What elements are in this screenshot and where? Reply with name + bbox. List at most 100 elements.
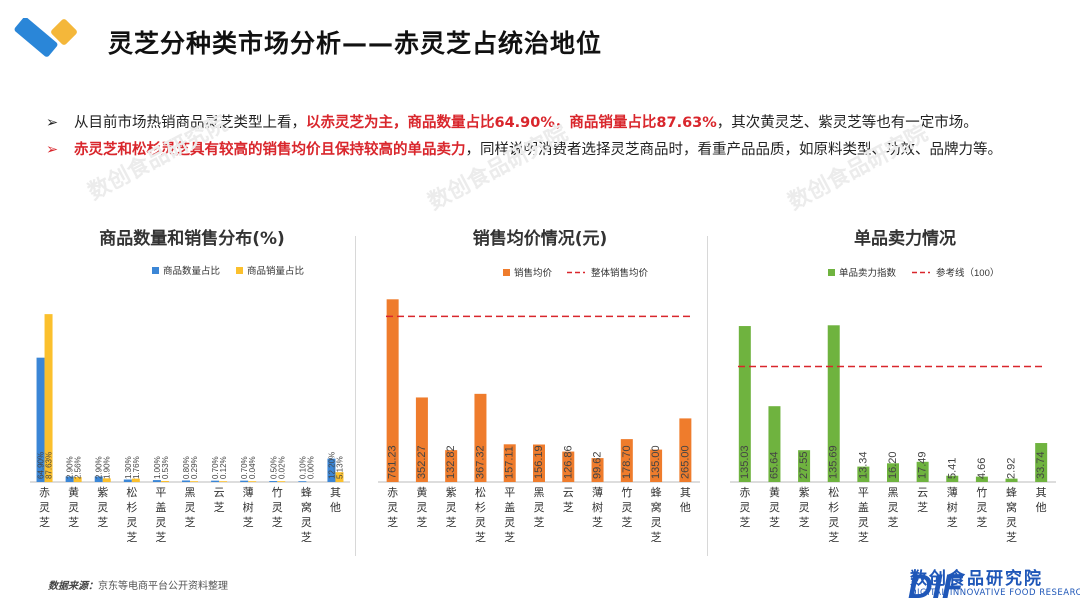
bar	[269, 481, 278, 482]
data-label: 33.74	[1035, 451, 1047, 479]
category-label: 松杉灵芝	[126, 485, 137, 544]
bar	[650, 449, 663, 482]
data-label: 27.55	[798, 451, 810, 479]
bar	[768, 406, 781, 482]
data-label: 4.66	[976, 458, 988, 479]
bar	[887, 463, 899, 482]
brand-mark: DIF	[908, 568, 964, 606]
legend-label: 销售均价	[514, 267, 553, 279]
chart-title: 单品卖力情况	[854, 229, 956, 249]
bar	[73, 477, 82, 482]
category-label: 薄树芝	[243, 485, 254, 529]
data-label: 0.70%	[211, 456, 220, 479]
bar	[219, 481, 228, 482]
category-label: 松杉灵芝	[475, 485, 486, 544]
category-label: 其他	[330, 486, 341, 514]
arrow-bullet-icon: ➢	[46, 115, 59, 131]
bar	[474, 393, 487, 482]
data-label: 5.41	[946, 458, 958, 479]
source-note: 数据来源：京东等电商平台公开资料整理	[48, 577, 228, 592]
bar	[94, 476, 103, 482]
data-label: 2.92	[1006, 458, 1018, 479]
bar	[679, 418, 692, 482]
bar	[533, 444, 545, 482]
legend-label: 整体销售均价	[591, 267, 649, 279]
bar	[160, 480, 169, 482]
category-label: 蜂窝灵芝	[301, 485, 312, 544]
data-label: 0.00%	[306, 456, 315, 479]
bullet-text: ，同样说明消费者选择灵芝商品时，看重产品品质，如原料类型、功效、品牌力等。	[465, 142, 1003, 158]
data-label: 178.70	[621, 445, 633, 479]
data-label: 65.64	[768, 451, 780, 479]
legend-swatch	[828, 269, 835, 276]
bar	[591, 458, 604, 482]
data-label: 126.86	[562, 445, 574, 479]
category-label: 竹灵芝	[272, 485, 283, 529]
data-label: 352.27	[416, 445, 428, 479]
bar	[916, 461, 929, 482]
bar	[798, 450, 811, 482]
bar	[1035, 443, 1048, 482]
data-label: 0.04%	[248, 456, 257, 479]
legend-label: 单品卖力指数	[839, 267, 897, 279]
data-label: 135.69	[828, 445, 840, 479]
category-label: 蜂窝灵芝	[651, 485, 662, 544]
bullet-highlight: 赤灵芝和松杉灵芝具有较高的销售均价且保持较高的单品卖力	[74, 142, 466, 158]
data-label: 0.10%	[298, 456, 307, 479]
category-label: 松杉灵芝	[828, 485, 839, 544]
data-label: 0.12%	[219, 456, 228, 479]
bullet-item: ➢ 从目前市场热销商品灵芝类型上看，以赤灵芝为主，商品数量占比64.90%，商品…	[46, 110, 1056, 137]
data-label: 1.76%	[132, 456, 141, 479]
category-label: 蜂窝灵芝	[1006, 485, 1017, 544]
bar	[123, 479, 132, 482]
brand-logo-icon: DIF	[908, 568, 964, 606]
bullet-highlight: 以赤灵芝为主，商品数量占比64.90%，商品销量占比87.63%	[306, 115, 717, 131]
bar	[738, 326, 751, 482]
panel-divider	[355, 236, 356, 556]
data-label: 1.00%	[153, 456, 162, 479]
bar	[102, 478, 111, 482]
category-label: 黑灵芝	[185, 486, 196, 529]
bar	[335, 472, 344, 482]
category-label: 黄灵芝	[416, 485, 427, 529]
category-label: 平盖灵芝	[858, 487, 869, 544]
data-label: 0.29%	[190, 456, 199, 479]
bar	[211, 480, 220, 482]
bar	[415, 397, 428, 482]
data-label: 16.20	[887, 451, 899, 479]
data-label: 17.49	[917, 451, 929, 479]
data-label: 0.53%	[161, 456, 170, 479]
data-label: 2.90%	[66, 456, 75, 479]
category-label: 黄灵芝	[68, 485, 79, 529]
category-label: 云芝	[214, 487, 225, 514]
category-label: 赤灵芝	[39, 486, 50, 529]
source-label: 数据来源：	[48, 581, 98, 592]
bar	[857, 466, 870, 482]
brand-name: 数创食品研究院	[910, 569, 1043, 589]
legend-label: 商品销量占比	[247, 265, 304, 277]
bar	[131, 478, 140, 482]
bar	[277, 481, 286, 482]
panel-divider	[707, 236, 708, 556]
category-label: 黑灵芝	[534, 486, 545, 529]
bar	[562, 451, 575, 482]
legend-label: 商品数量占比	[163, 265, 220, 277]
bar	[298, 481, 307, 482]
data-label: 132.82	[445, 445, 457, 479]
bar	[445, 450, 458, 482]
category-label: 紫灵芝	[446, 486, 457, 529]
bar	[190, 481, 198, 482]
legend-swatch	[236, 267, 243, 274]
chart-title: 销售均价情况(元)	[472, 229, 608, 249]
data-label: 5.13%	[335, 456, 344, 479]
data-label: 1.90%	[103, 456, 112, 479]
data-label: 157.11	[504, 446, 516, 479]
brand-tagline: DIGITAL INNOVATIVE FOOD RESEARCH	[910, 588, 1080, 598]
bar	[327, 458, 336, 482]
data-label: 0.70%	[240, 456, 249, 479]
bar	[620, 439, 633, 482]
data-label: 99.62	[592, 451, 604, 479]
category-label: 薄树芝	[947, 485, 958, 529]
bullet-text: ，其次黄灵芝、紫灵芝等也有一定市场。	[716, 115, 978, 131]
